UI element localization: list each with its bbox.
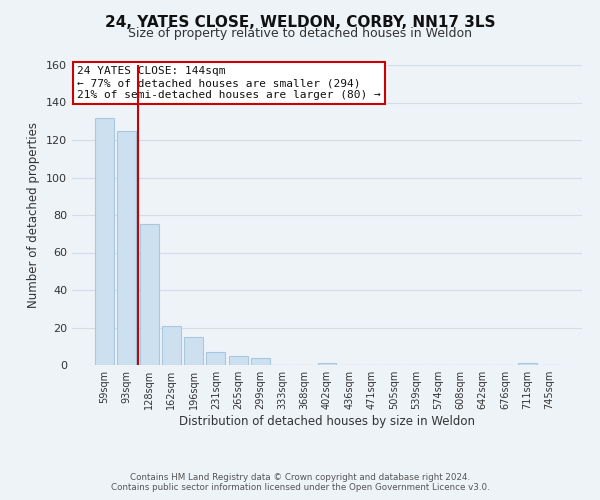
Text: Contains HM Land Registry data © Crown copyright and database right 2024.
Contai: Contains HM Land Registry data © Crown c…	[110, 473, 490, 492]
Bar	[206, 352, 225, 365]
Bar	[317, 363, 337, 365]
Bar	[95, 118, 114, 365]
Bar	[229, 356, 248, 365]
X-axis label: Distribution of detached houses by size in Weldon: Distribution of detached houses by size …	[179, 415, 475, 428]
Text: Size of property relative to detached houses in Weldon: Size of property relative to detached ho…	[128, 28, 472, 40]
Bar	[162, 326, 181, 365]
Bar	[251, 358, 270, 365]
Bar	[118, 130, 136, 365]
Text: 24, YATES CLOSE, WELDON, CORBY, NN17 3LS: 24, YATES CLOSE, WELDON, CORBY, NN17 3LS	[105, 15, 495, 30]
Bar	[184, 337, 203, 365]
Bar	[140, 224, 158, 365]
Text: 24 YATES CLOSE: 144sqm
← 77% of detached houses are smaller (294)
21% of semi-de: 24 YATES CLOSE: 144sqm ← 77% of detached…	[77, 66, 381, 100]
Y-axis label: Number of detached properties: Number of detached properties	[28, 122, 40, 308]
Bar	[518, 363, 536, 365]
